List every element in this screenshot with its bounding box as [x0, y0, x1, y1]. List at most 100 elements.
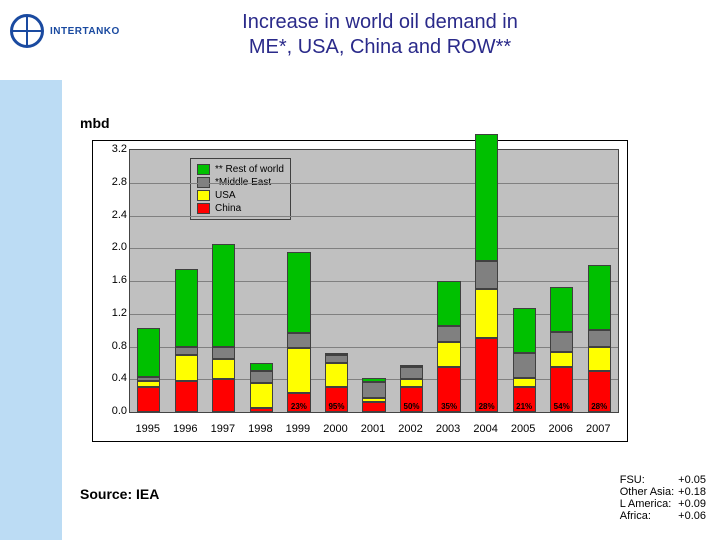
y-tick-label: 2.8: [93, 176, 127, 188]
source-label: Source: IEA: [80, 486, 159, 502]
x-tick-label: 1995: [136, 423, 160, 435]
bar-1996: [175, 150, 198, 412]
footnote-label: Other Asia:: [618, 486, 676, 498]
bar-seg-row: [550, 287, 573, 332]
footnote-label: FSU:: [618, 474, 676, 486]
bar-seg-row: [175, 269, 198, 347]
y-tick-label: 1.2: [93, 307, 127, 319]
logo-text: INTERTANKO: [50, 26, 120, 37]
bar-seg-china: [475, 338, 498, 412]
bar-seg-me: [250, 371, 273, 383]
bar-seg-me: [362, 382, 385, 398]
bar-seg-me: [287, 333, 310, 348]
bar-2000: 95%: [325, 150, 348, 412]
bar-2004: 28%: [475, 150, 498, 412]
bar-seg-china: [212, 379, 235, 412]
bar-seg-row: [400, 365, 423, 367]
bar-seg-usa: [588, 347, 611, 372]
bar-seg-row: [287, 252, 310, 334]
x-tick-label: 2007: [586, 423, 610, 435]
bar-seg-me: [588, 330, 611, 346]
y-tick-label: 0.8: [93, 340, 127, 352]
bar-seg-china: [175, 381, 198, 412]
legend-swatch: [197, 203, 210, 214]
bar-seg-me: [437, 326, 460, 342]
bar-seg-row: [475, 134, 498, 261]
x-tick-label: 2004: [473, 423, 497, 435]
legend-swatch: [197, 164, 210, 175]
bar-2006: 54%: [550, 150, 573, 412]
bar-seg-me: [550, 332, 573, 352]
side-panel: [0, 80, 62, 540]
footnote-row: FSU:+0.05: [618, 474, 708, 486]
x-tick-label: 2005: [511, 423, 535, 435]
bar-seg-usa: [250, 383, 273, 408]
x-tick-label: 1998: [248, 423, 272, 435]
y-tick-label: 0.0: [93, 405, 127, 417]
bar-seg-china: [400, 387, 423, 412]
footnote-value: +0.06: [676, 510, 708, 522]
footnote-row: Other Asia:+0.18: [618, 486, 708, 498]
slide: INTERTANKO Increase in world oil demand …: [0, 0, 720, 540]
bar-seg-row: [437, 281, 460, 326]
footnote-label: L America:: [618, 498, 676, 510]
bar-seg-usa: [513, 378, 536, 388]
bar-2001: [362, 150, 385, 412]
bar-seg-usa: [475, 289, 498, 338]
bar-seg-row: [250, 363, 273, 371]
plot-area: ** Rest of world*Middle EastUSAChina 23%…: [129, 149, 619, 413]
footnote-row: L America:+0.09: [618, 498, 708, 510]
title-line-1: Increase in world oil demand in: [242, 11, 518, 33]
bar-seg-me: [325, 355, 348, 363]
bar-seg-usa: [362, 398, 385, 402]
slide-title: Increase in world oil demand in ME*, USA…: [160, 10, 600, 60]
footnote-value: +0.05: [676, 474, 708, 486]
bar-seg-me: [175, 347, 198, 355]
bar-seg-china: [137, 387, 160, 412]
x-tick-label: 2006: [548, 423, 572, 435]
bar-1995: [137, 150, 160, 412]
footnote-label: Africa:: [618, 510, 676, 522]
title-line-2: ME*, USA, China and ROW**: [249, 36, 511, 58]
bar-seg-china: [550, 367, 573, 412]
globe-icon: [10, 14, 44, 48]
y-tick-label: 2.4: [93, 209, 127, 221]
bar-1998: [250, 150, 273, 412]
bar-seg-usa: [175, 355, 198, 381]
x-tick-label: 1996: [173, 423, 197, 435]
chart: ** Rest of world*Middle EastUSAChina 23%…: [92, 140, 628, 442]
bar-seg-china: [250, 408, 273, 412]
bar-seg-row: [362, 378, 385, 382]
bar-2007: 28%: [588, 150, 611, 412]
bar-seg-china: [437, 367, 460, 412]
bar-seg-china: [287, 393, 310, 412]
bar-seg-china: [588, 371, 611, 412]
x-tick-label: 2003: [436, 423, 460, 435]
y-tick-label: 2.0: [93, 241, 127, 253]
y-tick-label: 0.4: [93, 372, 127, 384]
x-tick-label: 2001: [361, 423, 385, 435]
footnotes: FSU:+0.05Other Asia:+0.18L America:+0.09…: [618, 474, 708, 522]
bar-seg-usa: [287, 348, 310, 393]
bar-seg-usa: [325, 363, 348, 388]
bar-seg-row: [513, 308, 536, 353]
bar-seg-usa: [550, 352, 573, 367]
legend: ** Rest of world*Middle EastUSAChina: [190, 158, 291, 220]
bar-1997: [212, 150, 235, 412]
bar-2005: 21%: [513, 150, 536, 412]
footnote-value: +0.09: [676, 498, 708, 510]
footnote-value: +0.18: [676, 486, 708, 498]
bar-seg-me: [400, 367, 423, 379]
bar-seg-china: [362, 402, 385, 412]
legend-swatch: [197, 190, 210, 201]
y-axis-unit: mbd: [80, 115, 110, 131]
bar-seg-me: [137, 377, 160, 381]
bar-seg-row: [137, 328, 160, 377]
bar-seg-usa: [400, 379, 423, 387]
bar-seg-row: [588, 265, 611, 331]
x-tick-label: 2002: [398, 423, 422, 435]
logo: INTERTANKO: [10, 6, 140, 56]
bar-1999: 23%: [287, 150, 310, 412]
x-tick-label: 1999: [286, 423, 310, 435]
bar-seg-me: [513, 353, 536, 378]
